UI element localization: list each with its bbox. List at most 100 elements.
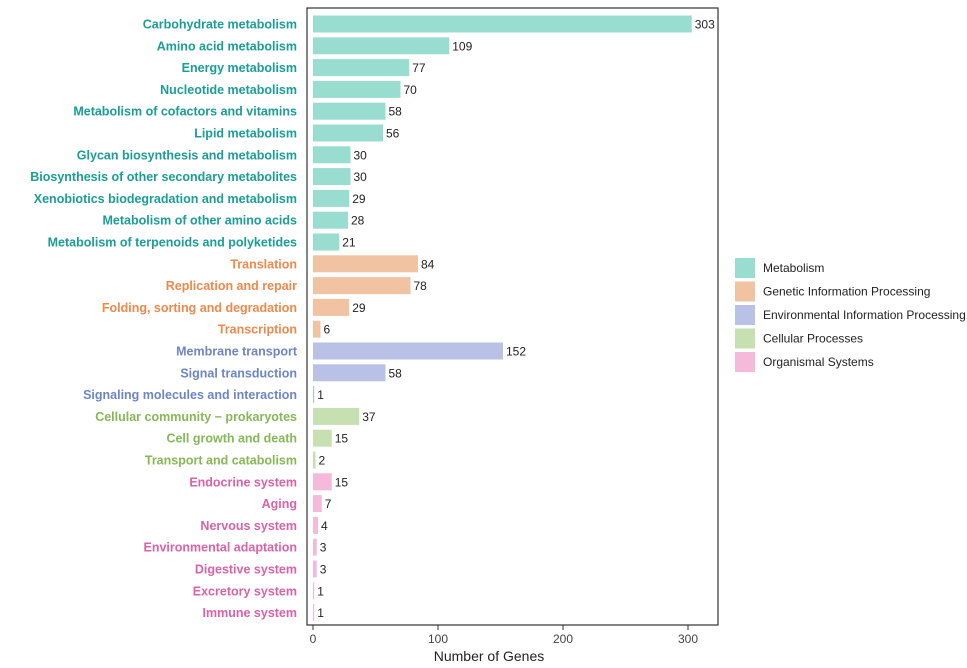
legend-label: Genetic Information Processing: [763, 285, 930, 299]
bars-layer: [313, 15, 692, 622]
x-tick-label: 300: [678, 632, 698, 646]
bar: [313, 538, 317, 556]
category-label: Environmental adaptation: [144, 541, 298, 555]
bar: [313, 386, 315, 404]
category-label: Nervous system: [200, 519, 297, 533]
x-tick-label: 200: [553, 632, 573, 646]
category-label: Biosynthesis of other secondary metaboli…: [30, 170, 297, 184]
value-label: 58: [389, 105, 403, 119]
value-label: 29: [352, 301, 366, 315]
plot-panel: [306, 7, 719, 626]
category-label: Carbohydrate metabolism: [143, 18, 297, 32]
category-label: Metabolism of other amino acids: [103, 214, 298, 228]
category-label: Xenobiotics biodegradation and metabolis…: [34, 192, 297, 206]
bar: [313, 277, 411, 295]
category-label: Transport and catabolism: [145, 454, 297, 468]
value-label: 37: [362, 410, 376, 424]
legend-swatch: [735, 328, 755, 349]
bar: [313, 473, 332, 491]
legend-label: Metabolism: [763, 261, 824, 275]
legend-swatch: [735, 352, 755, 372]
value-label: 152: [506, 345, 526, 359]
value-label: 7: [325, 497, 332, 511]
legend-swatch: [735, 281, 755, 302]
x-axis: 0 100 200 300: [310, 625, 698, 646]
bar: [313, 102, 386, 120]
value-label: 58: [389, 366, 403, 380]
category-label: Glycan biosynthesis and metabolism: [77, 148, 297, 162]
bar: [313, 15, 692, 33]
bar: [313, 37, 450, 55]
category-label: Lipid metabolism: [194, 127, 297, 141]
category-label: Nucleotide metabolism: [160, 83, 297, 97]
bar: [313, 451, 316, 469]
bar: [313, 80, 401, 98]
category-label: Metabolism of cofactors and vitamins: [73, 105, 297, 119]
bar: [313, 560, 317, 578]
value-label: 1: [317, 584, 324, 598]
bar: [313, 124, 383, 142]
bar: [313, 342, 503, 360]
value-label: 109: [452, 39, 472, 53]
value-label: 15: [335, 475, 349, 489]
value-label: 4: [321, 519, 328, 533]
value-label: 3: [320, 541, 327, 555]
category-label: Metabolism of terpenoids and polyketides: [48, 236, 297, 250]
bar: [313, 582, 315, 600]
bar: [313, 604, 315, 622]
value-label: 29: [352, 192, 366, 206]
legend-label: Organismal Systems: [763, 355, 874, 369]
value-label: 30: [354, 170, 368, 184]
bar: [313, 233, 340, 251]
value-label: 84: [421, 257, 435, 271]
category-label: Digestive system: [195, 563, 297, 577]
legend: Metabolism Genetic Information Processing…: [735, 258, 966, 372]
category-label: Aging: [262, 497, 297, 511]
category-label: Cellular community − prokaryotes: [95, 410, 297, 424]
category-label: Folding, sorting and degradation: [102, 301, 297, 315]
value-label: 77: [412, 61, 426, 75]
value-labels: 3031097770585630302928218478296152581371…: [317, 18, 715, 621]
value-label: 78: [414, 279, 428, 293]
category-label: Signal transduction: [180, 366, 297, 380]
legend-swatch: [735, 305, 755, 325]
category-label: Transcription: [218, 323, 297, 337]
bar: [313, 516, 318, 534]
legend-label: Environmental Information Processing: [763, 308, 966, 322]
bar: [313, 298, 350, 316]
bar: [313, 364, 386, 382]
category-label: Energy metabolism: [182, 61, 297, 75]
x-axis-title: Number of Genes: [434, 648, 545, 664]
value-label: 15: [335, 432, 349, 446]
x-tick-label: 0: [310, 632, 317, 646]
bar: [313, 168, 351, 186]
legend-label: Cellular Processes: [763, 332, 863, 346]
value-label: 30: [354, 148, 368, 162]
bar: [313, 146, 351, 164]
bar: [313, 59, 410, 77]
value-label: 1: [317, 388, 324, 402]
value-label: 6: [324, 323, 331, 337]
category-label: Signaling molecules and interaction: [83, 388, 297, 402]
value-label: 303: [695, 18, 715, 32]
category-label: Amino acid metabolism: [157, 39, 297, 53]
category-label: Translation: [230, 257, 297, 271]
category-label: Replication and repair: [166, 279, 297, 293]
value-label: 28: [351, 214, 365, 228]
value-label: 21: [342, 236, 356, 250]
legend-swatch: [735, 258, 755, 278]
category-label: Immune system: [203, 606, 297, 620]
bar: [313, 407, 360, 425]
category-label: Membrane transport: [176, 345, 298, 359]
bar: [313, 495, 322, 513]
value-label: 56: [386, 127, 400, 141]
value-label: 2: [319, 454, 326, 468]
category-label: Endocrine system: [189, 475, 297, 489]
value-label: 1: [317, 606, 324, 620]
category-labels: Carbohydrate metabolism Amino acid metabo…: [30, 18, 298, 621]
value-label: 3: [320, 563, 327, 577]
bar: [313, 429, 332, 447]
bar: [313, 211, 348, 229]
value-label: 70: [404, 83, 418, 97]
